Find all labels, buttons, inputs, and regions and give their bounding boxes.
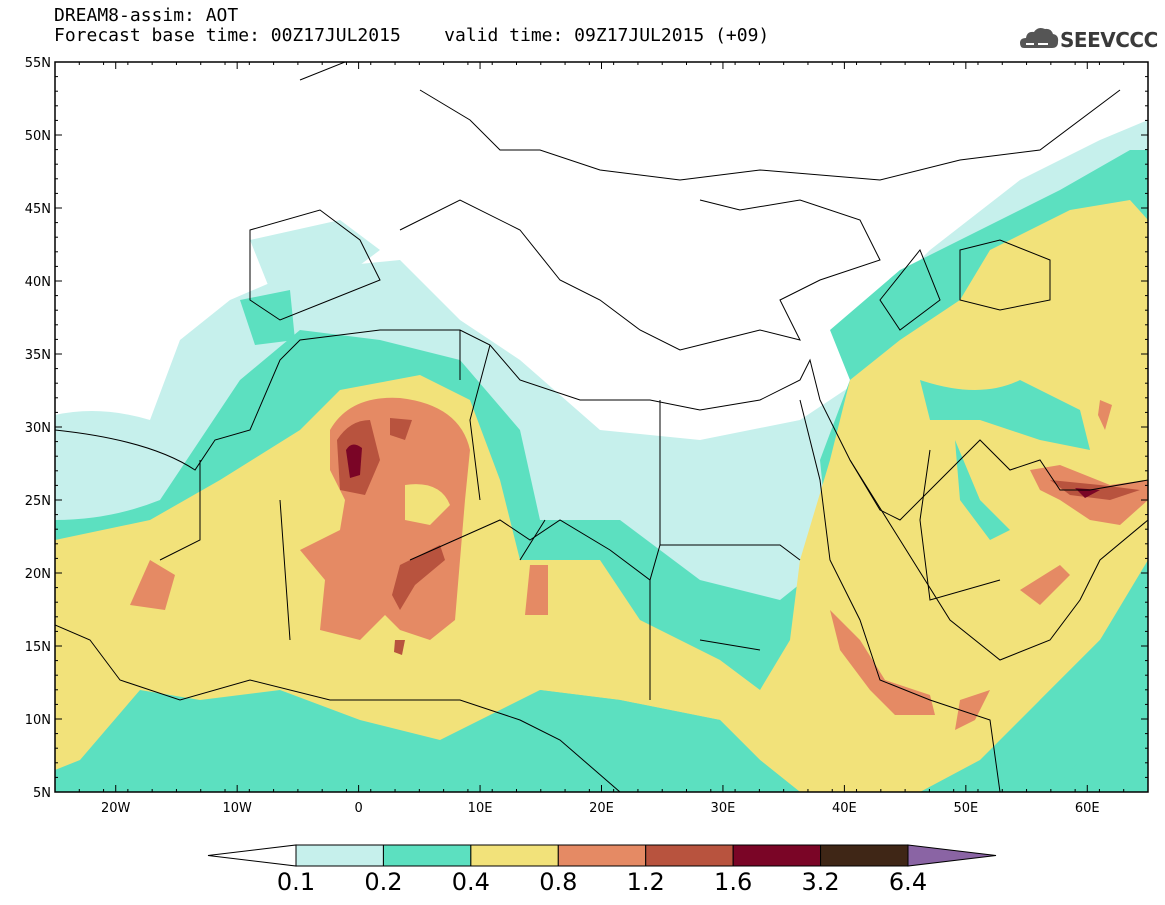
colorbar-level-label: 6.4 (888, 868, 928, 896)
lat-label: 45N (25, 202, 51, 217)
colorbar (207, 844, 997, 867)
lat-label: 5N (33, 786, 51, 801)
colorbar-box (382, 844, 472, 867)
aot-field (55, 120, 1148, 792)
lat-label: 25N (25, 494, 51, 509)
lon-label: 20W (101, 801, 131, 816)
lat-label: 15N (25, 640, 51, 655)
lat-label: 50N (25, 129, 51, 144)
colorbar-level-label: 0.1 (276, 868, 316, 896)
coastlines (55, 62, 1148, 792)
lon-label: 30E (711, 801, 736, 816)
lon-label: 10W (222, 801, 252, 816)
colorbar-level-label: 1.2 (626, 868, 665, 896)
colorbar-level-label: 3.2 (801, 868, 840, 896)
colorbar-box (470, 844, 559, 867)
axis-ticks: 55N 50N 45N 40N 35N 30N 25N 20N 15N 10N 5N 20W 10W 0 1… (25, 56, 1149, 816)
colorbar-level-label: 1.6 (714, 868, 753, 896)
colorbar-box (820, 844, 909, 867)
colorbar-level-label: 0.8 (539, 868, 578, 896)
lat-label: 35N (25, 348, 51, 363)
logo-text: SEEVCCC (1060, 28, 1158, 52)
colorbar-box (557, 844, 647, 867)
lat-label: 40N (25, 275, 51, 290)
colorbar-low-arrow (207, 844, 297, 867)
colorbar-high-arrow (907, 844, 997, 867)
time-line: Forecast base time: 00Z17JUL2015 valid t… (54, 26, 769, 46)
colorbar-level-label: 0.4 (451, 868, 490, 896)
map-title: DREAM8-assim: AOT (54, 5, 239, 26)
colorbar-box (645, 844, 734, 867)
colorbar-box (295, 844, 384, 867)
base-time: Forecast base time: 00Z17JUL2015 (54, 25, 401, 46)
lat-label: 20N (25, 567, 51, 582)
colorbar-box (732, 844, 822, 867)
lat-label: 10N (25, 713, 51, 728)
lat-label: 55N (25, 56, 51, 71)
lon-label: 10E (468, 801, 493, 816)
lon-label: 40E (832, 801, 857, 816)
lon-label: 0 (354, 801, 362, 816)
lat-label: 30N (25, 421, 51, 436)
lon-label: 50E (953, 801, 978, 816)
valid-time: valid time: 09Z17JUL2015 (+09) (444, 25, 770, 46)
cloud-logo-icon (1020, 28, 1059, 48)
lon-label: 20E (589, 801, 614, 816)
lon-label: 60E (1075, 801, 1100, 816)
colorbar-level-label: 0.2 (364, 868, 403, 896)
